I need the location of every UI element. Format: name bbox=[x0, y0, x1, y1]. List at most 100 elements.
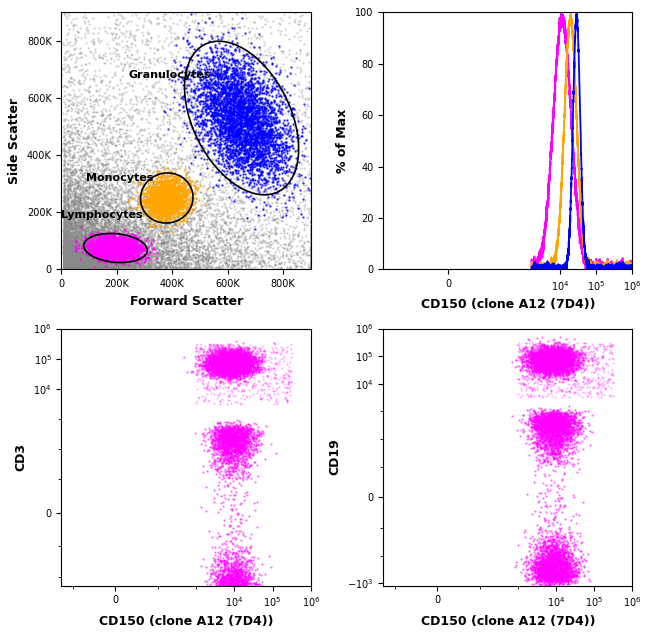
Point bbox=[263, 247, 273, 257]
Point bbox=[117, 244, 127, 254]
Point bbox=[107, 209, 117, 219]
Point bbox=[106, 53, 116, 63]
Point bbox=[113, 243, 124, 253]
Point bbox=[198, 350, 208, 361]
Point bbox=[69, 259, 79, 270]
Point bbox=[226, 424, 236, 434]
Point bbox=[75, 226, 86, 236]
Point bbox=[224, 369, 235, 379]
Point bbox=[222, 391, 233, 401]
Point bbox=[236, 148, 246, 158]
Point bbox=[552, 364, 563, 374]
Point bbox=[534, 429, 545, 439]
Point bbox=[257, 357, 267, 368]
Point bbox=[242, 100, 253, 111]
Point bbox=[228, 352, 239, 363]
Point bbox=[534, 488, 545, 499]
Point bbox=[109, 229, 120, 239]
Point bbox=[64, 243, 74, 253]
Point bbox=[94, 243, 104, 253]
Point bbox=[252, 101, 262, 111]
Point bbox=[522, 343, 532, 354]
Point bbox=[257, 107, 268, 118]
Point bbox=[95, 187, 105, 197]
Point bbox=[113, 247, 124, 257]
Point bbox=[528, 368, 538, 378]
Point bbox=[533, 420, 543, 431]
Point bbox=[209, 124, 219, 134]
Point bbox=[59, 214, 70, 224]
Point bbox=[538, 367, 548, 377]
Point bbox=[546, 410, 556, 420]
Point bbox=[278, 132, 288, 142]
Point bbox=[551, 420, 561, 430]
Point bbox=[231, 86, 242, 96]
Point bbox=[221, 39, 231, 49]
Point bbox=[541, 425, 552, 436]
Point bbox=[224, 361, 235, 371]
Point bbox=[127, 156, 138, 167]
Point bbox=[83, 256, 94, 266]
Point bbox=[555, 566, 566, 576]
Point bbox=[240, 256, 250, 266]
Point bbox=[235, 72, 245, 82]
Point bbox=[569, 544, 580, 555]
Point bbox=[80, 9, 90, 19]
Point bbox=[166, 187, 177, 197]
Point bbox=[296, 163, 307, 173]
Point bbox=[547, 550, 557, 560]
Point bbox=[207, 356, 218, 366]
Point bbox=[244, 220, 254, 230]
Point bbox=[64, 259, 75, 270]
Point bbox=[65, 259, 75, 269]
Point bbox=[99, 208, 110, 218]
Point bbox=[197, 146, 207, 156]
Point bbox=[66, 111, 76, 121]
Point bbox=[591, 365, 601, 375]
Point bbox=[109, 236, 119, 246]
Point bbox=[128, 165, 138, 175]
Point bbox=[159, 165, 169, 175]
Point bbox=[107, 219, 118, 229]
Point bbox=[557, 377, 567, 387]
Point bbox=[107, 241, 117, 251]
Point bbox=[237, 445, 248, 455]
Point bbox=[93, 219, 103, 230]
Point bbox=[216, 370, 227, 380]
Point bbox=[252, 359, 262, 369]
Point bbox=[540, 363, 551, 373]
Point bbox=[229, 585, 239, 595]
Point bbox=[121, 246, 131, 256]
Point bbox=[196, 227, 206, 237]
Point bbox=[119, 209, 129, 219]
Point bbox=[212, 532, 222, 543]
Point bbox=[227, 351, 238, 361]
Point bbox=[186, 236, 196, 246]
Point bbox=[155, 240, 166, 251]
Point bbox=[97, 249, 107, 259]
Point bbox=[550, 352, 560, 362]
Point bbox=[263, 115, 273, 125]
Point bbox=[240, 454, 250, 464]
Point bbox=[202, 108, 212, 118]
Point bbox=[76, 215, 86, 225]
Point bbox=[537, 345, 547, 356]
Point bbox=[99, 264, 109, 274]
Point bbox=[161, 195, 172, 205]
Point bbox=[254, 357, 265, 368]
Point bbox=[174, 191, 185, 202]
Point bbox=[225, 454, 235, 464]
Point bbox=[228, 144, 239, 154]
Point bbox=[222, 356, 232, 366]
Point bbox=[216, 187, 226, 197]
Point bbox=[81, 262, 92, 272]
Point bbox=[156, 184, 166, 195]
Point bbox=[545, 417, 556, 427]
Point bbox=[153, 211, 163, 221]
Point bbox=[213, 346, 224, 356]
Point bbox=[85, 232, 96, 242]
Point bbox=[196, 360, 207, 370]
Point bbox=[564, 359, 574, 369]
Point bbox=[88, 249, 99, 259]
Point bbox=[86, 229, 96, 239]
